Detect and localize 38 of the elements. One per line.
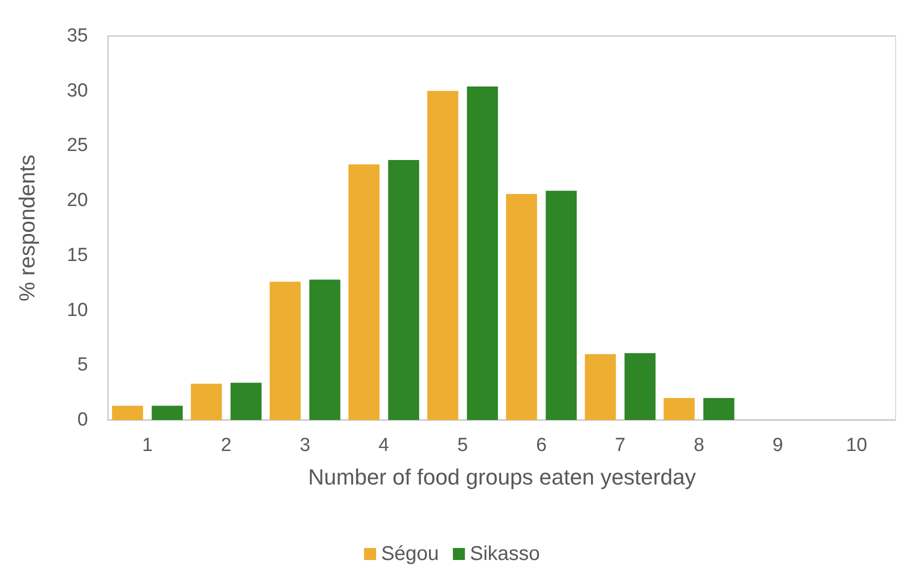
x-tick-label: 4 bbox=[378, 435, 390, 456]
bar bbox=[584, 354, 616, 420]
legend-label: Ségou bbox=[381, 543, 439, 565]
y-tick-label: 25 bbox=[66, 135, 88, 156]
x-tick-label: 3 bbox=[300, 435, 310, 456]
bar bbox=[388, 160, 420, 420]
bar bbox=[348, 164, 380, 420]
y-tick-label: 35 bbox=[66, 26, 88, 46]
x-tick-label: 5 bbox=[457, 435, 468, 456]
x-tick-label: 10 bbox=[846, 435, 868, 456]
bar bbox=[112, 406, 144, 420]
y-tick-label: 10 bbox=[66, 300, 88, 321]
y-tick-label: 20 bbox=[66, 190, 88, 212]
bar bbox=[506, 194, 538, 420]
bar bbox=[664, 398, 695, 420]
x-tick-label: 1 bbox=[142, 435, 153, 456]
y-tick-label: 5 bbox=[77, 354, 88, 376]
bar bbox=[230, 382, 262, 420]
bar bbox=[152, 406, 183, 420]
y-tick-label: 30 bbox=[66, 80, 88, 102]
bar bbox=[270, 282, 301, 420]
bar bbox=[427, 90, 458, 420]
bar bbox=[703, 398, 734, 420]
bar bbox=[190, 384, 222, 420]
x-tick-label: 9 bbox=[772, 435, 784, 456]
y-axis-title: % respondents bbox=[14, 154, 40, 302]
bar bbox=[546, 190, 577, 420]
x-tick-label: 7 bbox=[614, 435, 626, 456]
bar bbox=[466, 86, 498, 420]
x-tick-label: 8 bbox=[694, 435, 704, 456]
legend-label: Sikasso bbox=[470, 543, 540, 565]
x-tick-label: 2 bbox=[220, 435, 232, 456]
y-tick-label: 0 bbox=[77, 410, 88, 430]
bar bbox=[309, 280, 340, 420]
y-tick-label: 15 bbox=[66, 244, 88, 266]
x-tick-label: 6 bbox=[536, 435, 547, 456]
x-axis-title: Number of food groups eaten yesterday bbox=[308, 464, 696, 490]
bar bbox=[624, 353, 656, 420]
